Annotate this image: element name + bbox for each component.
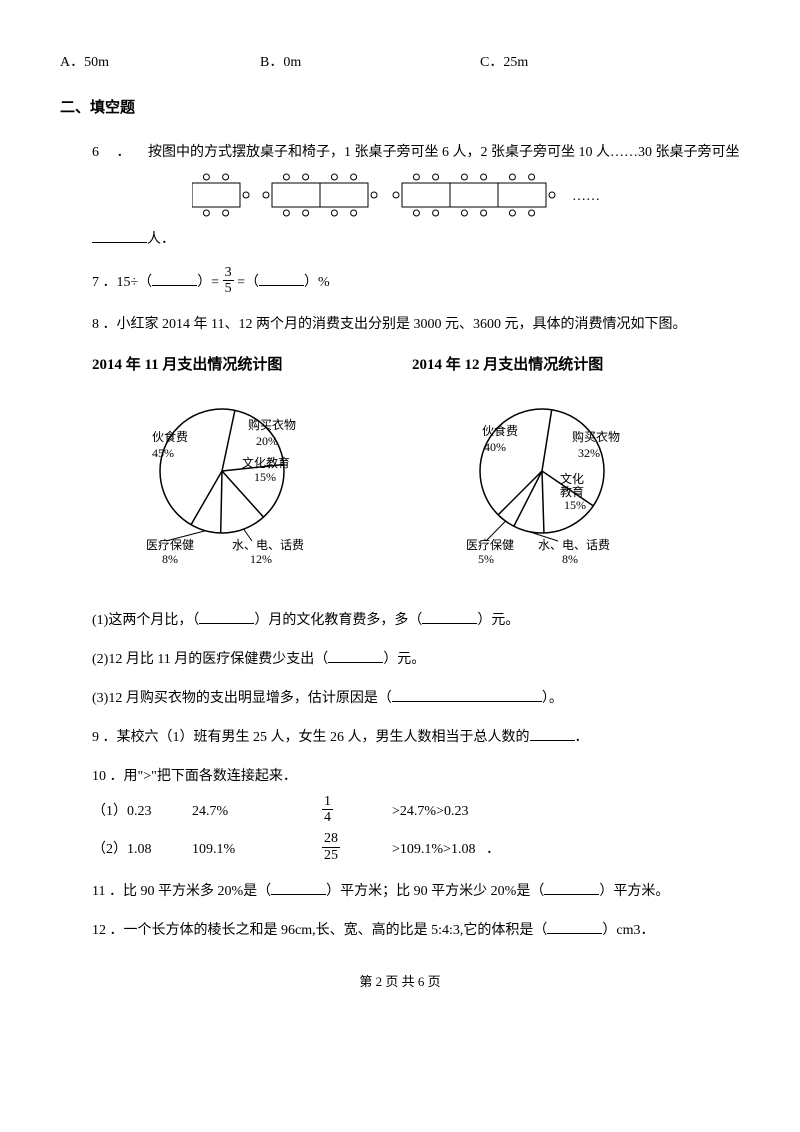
q10-r2-ans: >109.1%>1.08 <box>392 837 475 862</box>
svg-text:伙食费: 伙食费 <box>482 423 518 438</box>
q6-number: 6 <box>92 145 99 160</box>
q12-blank[interactable] <box>547 919 602 934</box>
svg-text:医疗保健: 医疗保健 <box>466 538 514 552</box>
q7-pre: 7 ．15÷（ <box>92 275 152 290</box>
q10-r1-frac: 14 <box>322 794 333 826</box>
q8-blank2[interactable] <box>328 648 383 663</box>
q6-figure: …… <box>192 171 740 221</box>
q8-sub1c: ）元。 <box>477 613 519 628</box>
q11-c: ）平方米。 <box>599 884 669 899</box>
pie-dec-title: 2014 年 12 月支出情况统计图 <box>412 352 692 379</box>
pie-nov-svg: 伙食费 45% 购买衣物 20% 文化教育15% 水、电、话费12% 医疗保健8% <box>92 385 372 585</box>
svg-text:购买衣物: 购买衣物 <box>572 429 620 444</box>
pie-nov: 2014 年 11 月支出情况统计图 伙食费 45% 购买衣物 20% 文化教育15% 水… <box>92 352 372 594</box>
svg-text:8%: 8% <box>162 552 178 566</box>
question-12: 12 ．一个长方体的棱长之和是 96cm,长、宽、高的比是 5:4:3,它的体积… <box>60 918 740 943</box>
svg-text:购买衣物: 购买衣物 <box>248 417 296 432</box>
svg-text:15%: 15% <box>254 470 276 484</box>
svg-text:水、电、话费: 水、电、话费 <box>232 538 304 552</box>
svg-text:20%: 20% <box>256 434 278 448</box>
q10-head: 10 ．用">"把下面各数连接起来． <box>92 764 740 789</box>
question-9: 9 ．某校六（1）班有男生 25 人，女生 26 人，男生人数相当于总人数的 ． <box>60 725 740 750</box>
svg-text:15%: 15% <box>564 498 586 512</box>
q10-r2-frac: 2825 <box>322 831 340 863</box>
q9-blank[interactable] <box>530 726 575 741</box>
q8-sub3a: (3)12 月购买衣物的支出明显增多，估计原因是（ <box>92 691 392 706</box>
q8-head: 8 ．小红家 2014 年 11、12 两个月的消费支出分别是 3000 元、3… <box>92 312 740 337</box>
svg-text:32%: 32% <box>578 446 600 460</box>
q8-sub1b: ）月的文化教育费多，多（ <box>254 613 422 628</box>
q12-a: 12 ．一个长方体的棱长之和是 96cm,长、宽、高的比是 5:4:3,它的体积… <box>92 923 547 938</box>
q10-r2-n: 28 <box>322 831 340 847</box>
q8-blank1a[interactable] <box>199 609 254 624</box>
pie-dec: 2014 年 12 月支出情况统计图 伙食费 40% 购买衣物 32% 文化教育15% 水… <box>412 352 692 594</box>
q7-post1: =（ <box>237 275 259 290</box>
page-footer: 第 2 页 共 6 页 <box>60 970 740 993</box>
q8-pies: 2014 年 11 月支出情况统计图 伙食费45%购买衣物20%文化教育15%水… <box>60 352 740 594</box>
q11-b: ）平方米；比 90 平方米少 20%是（ <box>326 884 544 899</box>
svg-text:医疗保健: 医疗保健 <box>146 538 194 552</box>
svg-text:文化: 文化 <box>560 471 584 486</box>
q7-frac-n: 3 <box>223 265 234 281</box>
q6-text: 按图中的方式摆放桌子和椅子，1 张桌子旁可坐 6 人，2 张桌子旁可坐 10 人… <box>148 145 740 160</box>
q8-blank1b[interactable] <box>422 609 477 624</box>
q7-post2: ）% <box>304 275 330 290</box>
q6-blank[interactable] <box>92 228 147 243</box>
q10-r1-d: 4 <box>322 810 333 825</box>
q10-r2-idx: （2）1.08 <box>92 837 192 862</box>
q7-fraction: 35 <box>223 265 234 297</box>
svg-text:文化教育: 文化教育 <box>242 455 290 470</box>
q10-row2: （2）1.08 109.1% 2825 >109.1%>1.08 ． <box>92 833 740 865</box>
choice-row: A．50m B．0m C．25m <box>60 50 740 75</box>
q10-r2-d: 25 <box>322 848 340 863</box>
svg-text:5%: 5% <box>478 552 494 566</box>
question-6: 6 ． 按图中的方式摆放桌子和椅子，1 张桌子旁可坐 6 人，2 张桌子旁可坐 … <box>60 140 740 252</box>
q10-r1-idx: （1）0.23 <box>92 799 192 824</box>
svg-text:教育: 教育 <box>560 484 584 499</box>
q10-r1-ans: >24.7%>0.23 <box>392 799 468 824</box>
q8-sub2a: (2)12 月比 11 月的医疗保健费少支出（ <box>92 652 328 667</box>
question-11: 11 ．比 90 平方米多 20%是（ ）平方米；比 90 平方米少 20%是（ ）… <box>60 879 740 904</box>
q9-a: 9 ．某校六（1）班有男生 25 人，女生 26 人，男生人数相当于总人数的 <box>92 730 530 745</box>
pie-dec-svg: 伙食费 40% 购买衣物 32% 文化教育15% 水、电、话费8% 医疗保健5% <box>412 385 692 585</box>
q8-blank3[interactable] <box>392 687 542 702</box>
q8-sub3b: ）。 <box>542 691 563 706</box>
svg-text:伙食费: 伙食费 <box>152 429 188 444</box>
q10-row1: （1）0.23 24.7% 14 >24.7%>0.23 <box>92 796 740 828</box>
q7-blank1[interactable] <box>152 271 197 286</box>
question-10: 10 ．用">"把下面各数连接起来． （1）0.23 24.7% 14 >24.… <box>60 764 740 865</box>
svg-text:45%: 45% <box>152 446 174 460</box>
q10-r2-tail: ． <box>486 837 500 862</box>
svg-text:12%: 12% <box>250 552 272 566</box>
question-7: 7 ．15÷（ ）= 35 =（ ）% <box>60 267 740 299</box>
svg-text:8%: 8% <box>562 552 578 566</box>
q8-sub1: (1)这两个月比，（ ）月的文化教育费多，多（ ）元。 <box>60 608 740 633</box>
choice-a: A．50m <box>60 50 260 75</box>
svg-text:40%: 40% <box>484 440 506 454</box>
choice-c: C．25m <box>480 50 528 75</box>
svg-text:……: …… <box>572 189 600 204</box>
q8-sub3: (3)12 月购买衣物的支出明显增多，估计原因是（ ）。 <box>60 686 740 711</box>
choice-b: B．0m <box>260 50 480 75</box>
q8-sub2b: ）元。 <box>383 652 425 667</box>
q7-mid: ）= <box>197 275 219 290</box>
section-heading-2: 二、填空题 <box>60 95 740 122</box>
q6-dot: ． <box>117 145 131 160</box>
q11-blank1[interactable] <box>271 880 326 895</box>
q11-blank2[interactable] <box>544 880 599 895</box>
q7-frac-d: 5 <box>223 281 234 296</box>
q11-a: 11 ．比 90 平方米多 20%是（ <box>92 884 271 899</box>
q8-sub2: (2)12 月比 11 月的医疗保健费少支出（ ）元。 <box>60 647 740 672</box>
pie-nov-title: 2014 年 11 月支出情况统计图 <box>92 352 372 379</box>
q10-r2-v2: 109.1% <box>192 837 322 862</box>
q9-b: ． <box>575 730 589 745</box>
q10-r1-n: 1 <box>322 794 333 810</box>
q6-tail: 人． <box>147 232 175 247</box>
q10-r1-v2: 24.7% <box>192 799 322 824</box>
q7-blank2[interactable] <box>259 271 304 286</box>
question-8: 8 ．小红家 2014 年 11、12 两个月的消费支出分别是 3000 元、3… <box>60 312 740 337</box>
q12-b: ）cm3． <box>602 923 654 938</box>
svg-text:水、电、话费: 水、电、话费 <box>538 538 610 552</box>
q8-sub1a: (1)这两个月比，（ <box>92 613 199 628</box>
